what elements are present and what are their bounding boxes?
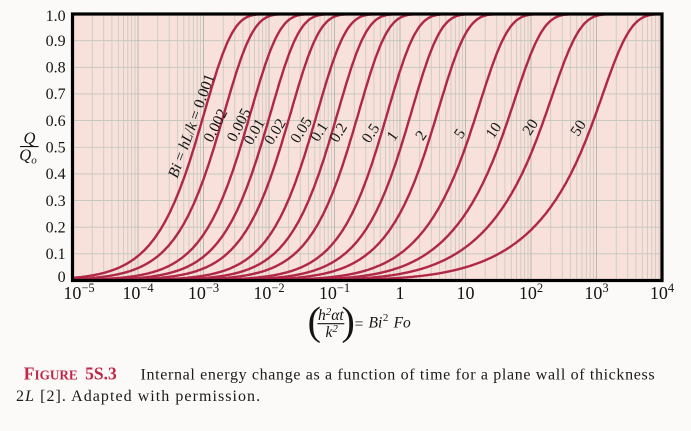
svg-text:0.1: 0.1 [46,246,66,263]
svg-text:0.8: 0.8 [46,60,66,77]
svg-text:=: = [355,316,364,333]
svg-text:0.7: 0.7 [46,86,66,103]
svg-text:2L [2]. Adapted with permissio: 2L [2]. Adapted with permission. [16,388,261,405]
svg-text:(: ( [308,298,321,343]
svg-text:1.0: 1.0 [46,8,66,25]
svg-text:2: 2 [383,312,389,324]
svg-text:0.5: 0.5 [46,140,66,157]
svg-text:0.9: 0.9 [46,33,66,50]
svg-text:1: 1 [396,283,405,303]
svg-text:0.3: 0.3 [46,193,66,210]
svg-text:0.2: 0.2 [46,220,66,237]
svg-text:0.4: 0.4 [46,166,66,183]
svg-text:0: 0 [58,269,66,286]
svg-text:Bi: Bi [369,314,383,331]
svg-text:): ) [342,298,355,343]
svg-text:h2αt: h2αt [318,306,344,324]
svg-text:Q: Q [24,129,36,148]
svg-text:10: 10 [457,283,475,303]
svg-text:Internal energy change as a fu: Internal energy change as a function of … [141,366,656,383]
svg-text:FIGURE 5S.3: FIGURE 5S.3 [24,363,117,383]
svg-text:Fo: Fo [393,314,411,331]
svg-text:0.6: 0.6 [46,113,66,130]
